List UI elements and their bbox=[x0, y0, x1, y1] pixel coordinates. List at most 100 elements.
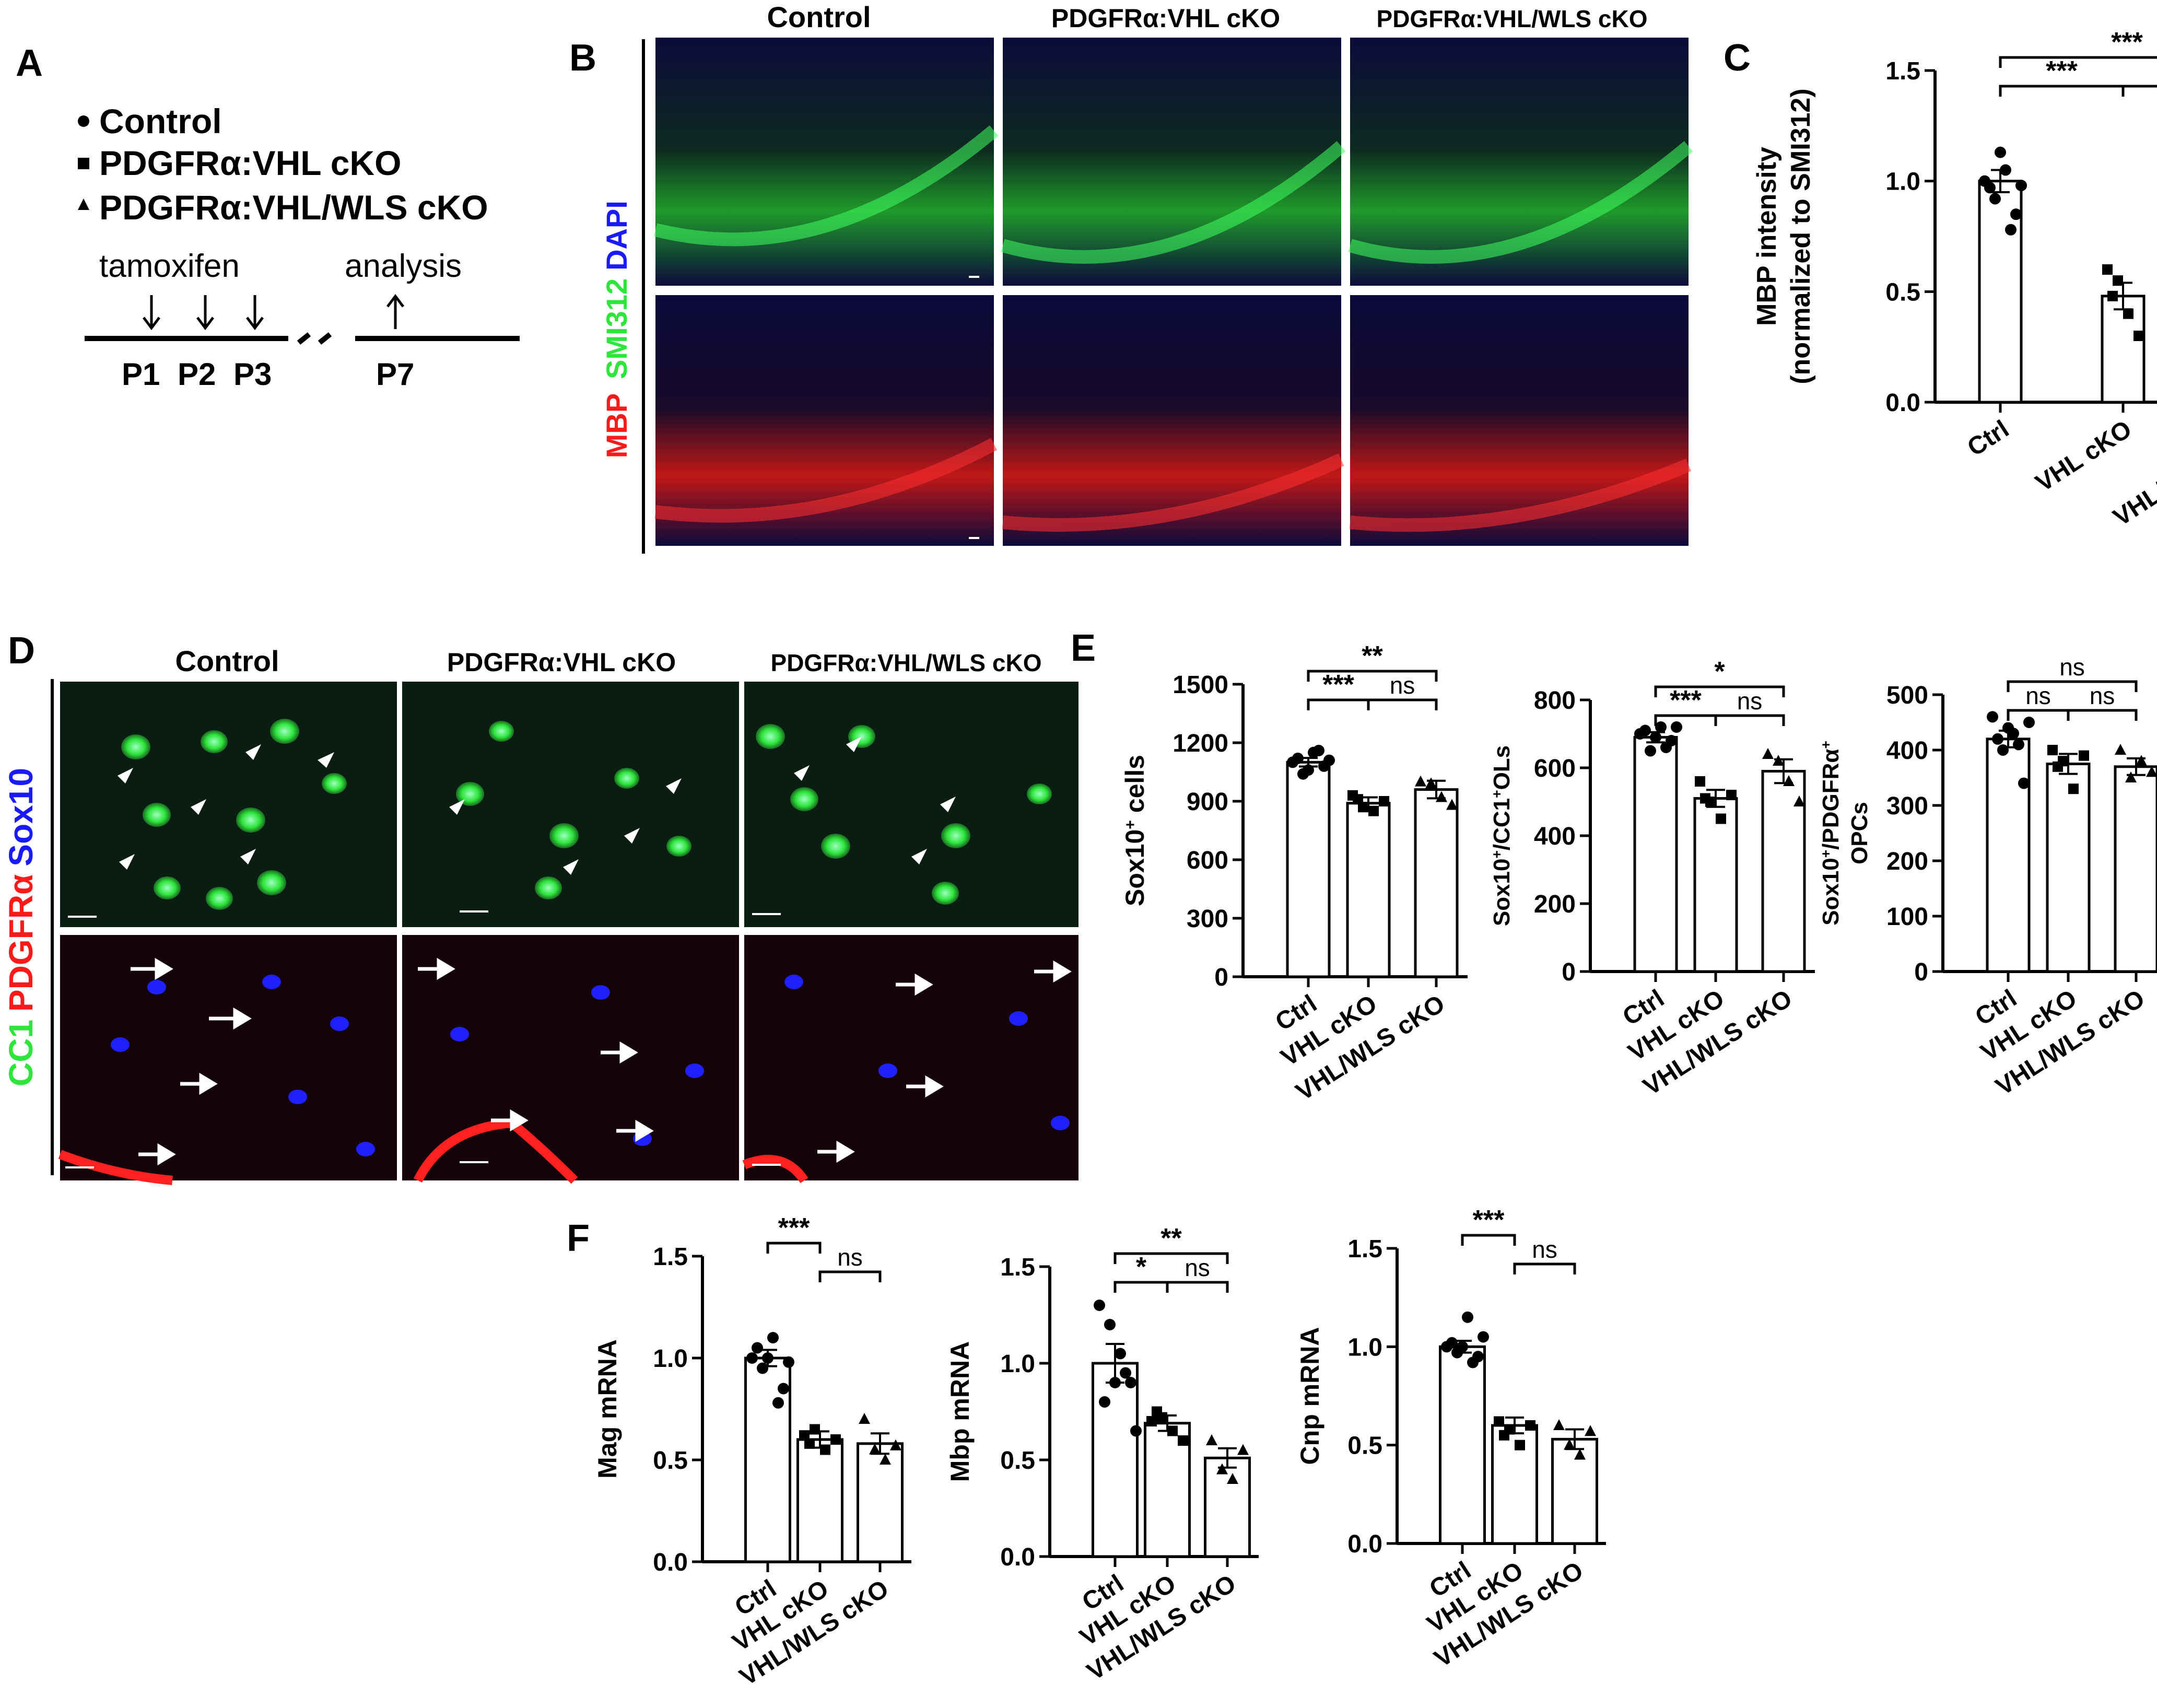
data-point-circle bbox=[2005, 224, 2017, 236]
x-tick-label: VHL cKO bbox=[2031, 415, 2137, 497]
data-point-triangle bbox=[1425, 777, 1437, 789]
data-point-square bbox=[1379, 796, 1389, 806]
y-tick-label: 600 bbox=[1187, 847, 1228, 874]
sig-label: ns bbox=[837, 1244, 863, 1271]
data-point-square bbox=[1494, 1416, 1504, 1427]
legend-triangle-marker bbox=[78, 198, 89, 210]
data-point-circle bbox=[1120, 1367, 1131, 1379]
data-point-triangle bbox=[869, 1443, 881, 1455]
panel-letter-a: A bbox=[16, 42, 43, 84]
data-point-square bbox=[810, 1424, 820, 1435]
data-point-circle bbox=[1292, 752, 1304, 764]
data-point-square bbox=[1515, 1440, 1525, 1450]
data-point-circle bbox=[1099, 1396, 1110, 1408]
legend-vhl: PDGFRα:VHL cKO bbox=[99, 144, 401, 182]
y-label-main: Sox10 bbox=[1120, 829, 1150, 906]
x-tick-label: Ctrl bbox=[1963, 415, 2014, 462]
data-point-circle bbox=[1125, 1377, 1136, 1388]
data-point-triangle bbox=[1415, 775, 1426, 787]
sig-bracket bbox=[1714, 714, 1785, 726]
bar-0 bbox=[1439, 1345, 1486, 1545]
y-tick-label: 0.5 bbox=[1347, 1432, 1382, 1460]
data-point-triangle bbox=[1446, 799, 1458, 810]
sig-label: * bbox=[1714, 657, 1725, 687]
sig-label: ns bbox=[1737, 687, 1763, 715]
data-point-square bbox=[2053, 761, 2063, 772]
y-tick-label: 900 bbox=[1187, 788, 1228, 816]
data-point-circle bbox=[1660, 742, 1672, 753]
bar-0 bbox=[1286, 761, 1331, 978]
data-point-square bbox=[2047, 745, 2058, 755]
tamoxifen-arrows bbox=[143, 295, 264, 331]
data-point-circle bbox=[1446, 1337, 1458, 1349]
y-tick-label: 200 bbox=[1534, 891, 1576, 918]
y-tick-label: 200 bbox=[1886, 848, 1928, 875]
y-label-tail2: OLs bbox=[1489, 745, 1515, 790]
d-img-control-green bbox=[60, 682, 397, 927]
y-tick-label: 400 bbox=[1886, 737, 1928, 765]
data-point-triangle bbox=[2146, 766, 2157, 777]
analysis-label: analysis bbox=[345, 248, 462, 284]
b-mbp-label: MBP bbox=[600, 393, 633, 458]
d-sox10-label: Sox10 bbox=[2, 768, 40, 867]
data-point-triangle bbox=[1762, 748, 1774, 759]
data-point-square bbox=[1700, 793, 1710, 804]
data-point-triangle bbox=[859, 1413, 870, 1424]
day-p3: P3 bbox=[233, 357, 272, 392]
data-point-circle bbox=[1995, 146, 2006, 158]
data-point-square bbox=[2113, 275, 2123, 286]
data-point-square bbox=[1368, 805, 1379, 816]
data-point-circle bbox=[752, 1342, 763, 1354]
sig-label: ns bbox=[2025, 682, 2051, 709]
b-img-vhl-red bbox=[1003, 295, 1341, 546]
sig-bracket bbox=[1307, 698, 1370, 710]
data-point-circle bbox=[1323, 754, 1335, 766]
data-point-circle bbox=[1313, 744, 1324, 756]
y-tick-label: 300 bbox=[1187, 905, 1228, 933]
data-point-circle bbox=[1109, 1377, 1121, 1388]
data-point-square bbox=[1146, 1416, 1157, 1426]
d-img-vhl-green bbox=[402, 682, 739, 927]
data-point-circle bbox=[1462, 1311, 1473, 1323]
legend-square-marker bbox=[78, 158, 89, 169]
y-label-main: Mbp mRNA bbox=[945, 1341, 975, 1482]
day-p2: P2 bbox=[178, 357, 216, 392]
y-label-main: Sox10 bbox=[1489, 859, 1515, 927]
data-point-triangle bbox=[1206, 1434, 1217, 1445]
data-point-square bbox=[1353, 794, 1363, 805]
data-point-circle bbox=[1655, 721, 1667, 733]
data-point-triangle bbox=[1574, 1448, 1586, 1460]
data-point-circle bbox=[757, 1362, 768, 1374]
data-point-triangle bbox=[2125, 771, 2137, 782]
data-point-square bbox=[799, 1430, 810, 1441]
data-point-triangle bbox=[2115, 744, 2126, 755]
sig-label: ns bbox=[2090, 682, 2115, 709]
bar-1 bbox=[1346, 802, 1391, 978]
data-point-circle bbox=[1104, 1319, 1116, 1330]
data-point-circle bbox=[1303, 764, 1314, 776]
data-point-square bbox=[1167, 1425, 1178, 1436]
sig-label: ns bbox=[1185, 1254, 1210, 1281]
data-point-circle bbox=[746, 1352, 758, 1364]
y-tick-label: 600 bbox=[1534, 755, 1576, 782]
sig-label: *** bbox=[1473, 1205, 1505, 1235]
bar-0 bbox=[1633, 736, 1678, 973]
data-point-circle bbox=[1650, 731, 1661, 743]
data-point-square bbox=[1525, 1420, 1535, 1431]
data-point-triangle bbox=[1227, 1473, 1238, 1484]
data-point-square bbox=[2107, 290, 2118, 301]
y-tick-label: 300 bbox=[1886, 792, 1928, 820]
day-p7: P7 bbox=[376, 357, 414, 392]
legend-vhl-wls: PDGFRα:VHL/WLS cKO bbox=[99, 188, 488, 227]
data-point-circle bbox=[2002, 722, 2014, 734]
data-point-circle bbox=[783, 1356, 794, 1368]
data-point-circle bbox=[772, 1397, 784, 1409]
d-title-vhl-wls: PDGFRα:VHL/WLS cKO bbox=[771, 649, 1042, 676]
bar-1 bbox=[796, 1438, 843, 1563]
d-row-label: CC1 PDGFRα Sox10 bbox=[2, 768, 40, 1086]
d-img-control-red bbox=[60, 935, 397, 1180]
panel-a-schematic: Control PDGFRα:VHL cKO PDGFRα:VHL/WLS cK… bbox=[78, 102, 520, 392]
